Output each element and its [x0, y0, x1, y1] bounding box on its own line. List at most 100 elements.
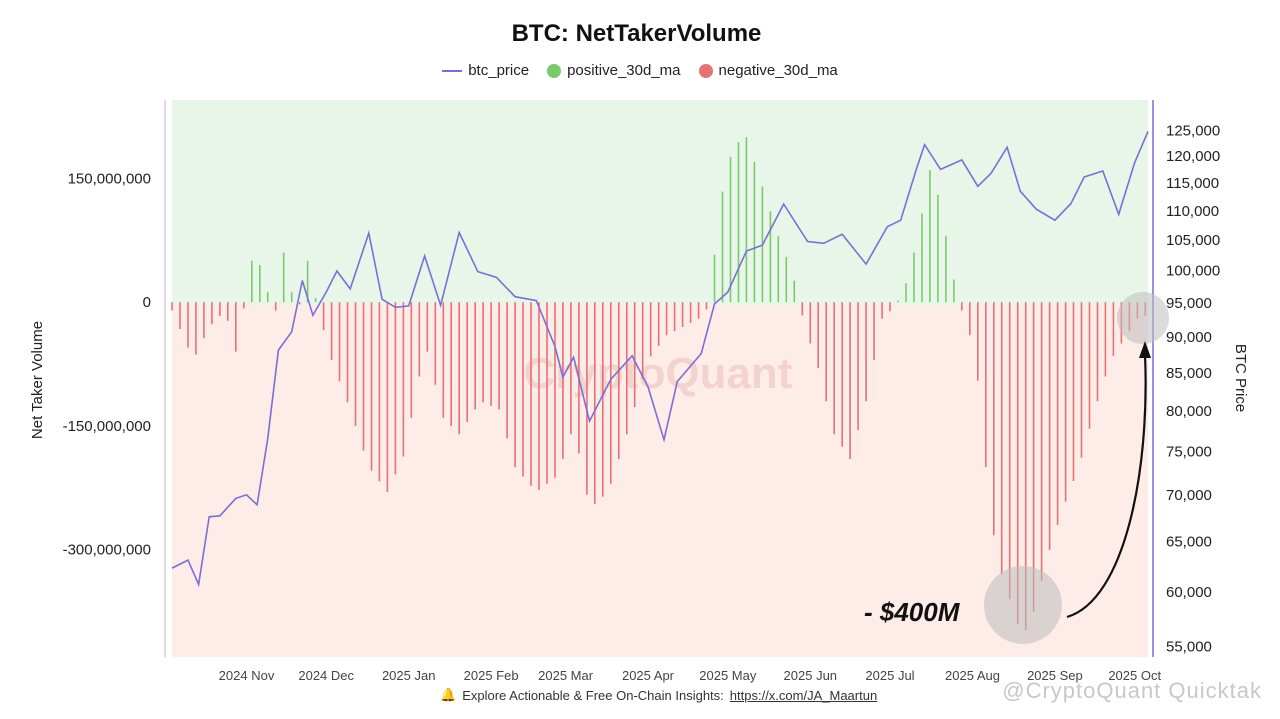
negative-bar [1008, 302, 1011, 600]
negative-bar [825, 302, 827, 402]
legend-item-btc-price[interactable]: btc_price [442, 62, 529, 79]
negative-bar [394, 302, 397, 475]
negative-bar [1112, 302, 1115, 356]
positive-bar [937, 194, 939, 303]
positive-bar [753, 161, 756, 303]
positive-bar [745, 137, 748, 303]
negative-bar [179, 302, 181, 329]
right-tick-label: 105,000 [1166, 232, 1220, 249]
negative-bar [171, 302, 173, 311]
negative-bar [235, 302, 237, 352]
positive-bar [251, 260, 253, 303]
negative-bar [1056, 302, 1059, 525]
negative-bar [187, 302, 189, 348]
x-tick-label: 2025 Aug [945, 668, 1000, 683]
negative-bar [514, 302, 516, 468]
negative-bar [1040, 302, 1043, 581]
negative-bar [1096, 302, 1099, 402]
circle-swatch-icon [698, 63, 713, 78]
right-tick-label: 95,000 [1166, 295, 1212, 312]
negative-bar [410, 302, 413, 418]
negative-bar [817, 302, 819, 369]
x-tick-label: 2025 Jan [382, 668, 436, 683]
negative-bar [697, 302, 700, 319]
negative-bar [195, 302, 197, 355]
negative-bar [1088, 302, 1091, 429]
negative-bar [865, 302, 867, 402]
negative-bar [522, 302, 524, 477]
legend-label: negative_30d_ma [718, 62, 838, 79]
negative-bar [1000, 302, 1003, 575]
footer: 🔔 Explore Actionable & Free On-Chain Ins… [440, 687, 877, 703]
negative-bar [530, 302, 532, 486]
negative-bar [1048, 302, 1051, 550]
left-tick-label: 150,000,000 [68, 170, 151, 187]
positive-bar [769, 211, 772, 303]
footer-link[interactable]: https://x.com/JA_Maartun [729, 687, 878, 703]
negative-bar [1080, 302, 1083, 458]
negative-bar [586, 302, 588, 495]
legend-item-negative[interactable]: negative_30d_ma [698, 62, 838, 79]
negative-bar [841, 302, 843, 447]
positive-bar [266, 291, 269, 303]
positive-bar [777, 236, 780, 303]
left-axis-ticks: 150,000,000 0 -150,000,000 -300,000,000 [63, 170, 151, 558]
negative-bar [641, 302, 644, 379]
left-tick-label: -150,000,000 [63, 418, 151, 435]
x-tick-label: 2025 Jul [865, 668, 914, 683]
right-tick-label: 120,000 [1166, 148, 1220, 165]
negative-bar [474, 302, 476, 410]
chart-watermark: CryptoQuant [524, 349, 793, 398]
btc-price-line[interactable] [171, 131, 1149, 588]
negative-bar [458, 302, 460, 435]
x-tick-label: 2025 Apr [622, 668, 675, 683]
left-tick-label: -300,000,000 [63, 542, 151, 559]
right-tick-label: 60,000 [1166, 584, 1212, 601]
negative-bar [985, 302, 987, 468]
negative-bar [833, 302, 835, 435]
line-swatch-icon [442, 69, 463, 72]
negative-bar [354, 302, 357, 426]
negative-bar [346, 302, 349, 403]
right-tick-label: 80,000 [1166, 403, 1212, 420]
negative-bar [626, 302, 628, 435]
right-tick-label: 125,000 [1166, 123, 1220, 140]
negative-bar [322, 302, 325, 331]
negative-bar [386, 302, 389, 492]
negative-bar [594, 302, 596, 504]
negative-bar [434, 302, 437, 385]
x-tick-label: 2025 Oct [1108, 668, 1161, 683]
negative-bar [849, 302, 851, 459]
negative-bar [977, 302, 979, 381]
negative-bar [219, 302, 221, 316]
negative-bar [1024, 302, 1027, 631]
legend-label: btc_price [468, 62, 530, 79]
positive-bar [721, 191, 724, 303]
negative-bar [482, 302, 484, 403]
right-axis-label: BTC Price [1232, 344, 1249, 412]
negative-bar [618, 302, 620, 459]
positive-bar [921, 213, 923, 303]
positive-bar [953, 279, 955, 303]
negative-bar [538, 302, 540, 490]
negative-bar [466, 302, 468, 422]
annotation-label: - $400M [864, 597, 961, 627]
negative-bar [1016, 302, 1019, 624]
negative-bar [1032, 302, 1035, 612]
legend-item-positive[interactable]: positive_30d_ma [547, 62, 681, 79]
positive-bar [897, 300, 899, 303]
x-axis-ticks: 2024 Nov 2024 Dec 2025 Jan 2025 Feb 2025 Mar… [219, 668, 1162, 683]
negative-bar [298, 302, 301, 305]
negative-bar [338, 302, 341, 382]
positive-bar [793, 280, 796, 303]
negative-bar [546, 302, 548, 484]
right-tick-label: 85,000 [1166, 365, 1212, 382]
negative-bar [370, 302, 373, 471]
overlay-watermark: @CryptoQuant Quicktak [1002, 678, 1262, 703]
positive-bar [259, 265, 261, 303]
right-tick-label: 90,000 [1166, 329, 1212, 346]
negative-bar [610, 302, 612, 484]
negative-bar [378, 302, 381, 482]
negative-bar [554, 302, 556, 478]
